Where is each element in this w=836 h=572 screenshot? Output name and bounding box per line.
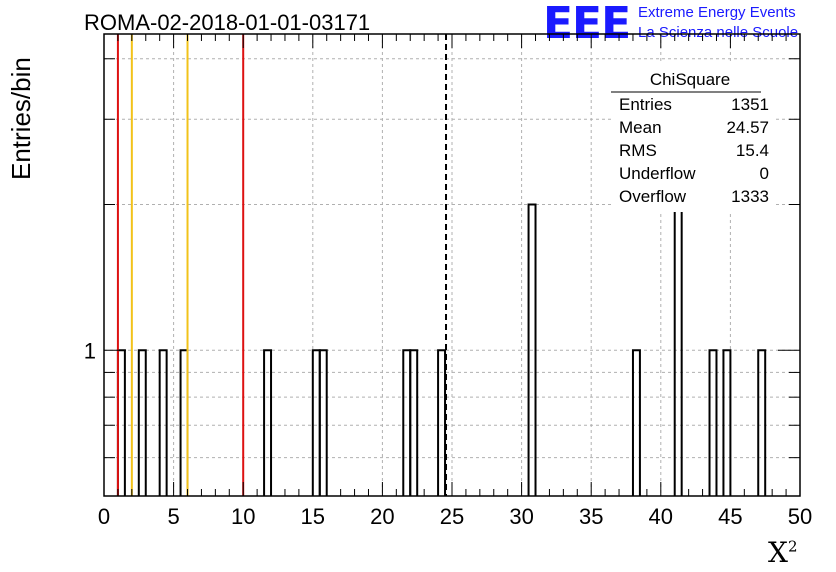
x-tick-label: 20 (370, 504, 394, 529)
histogram-bin (437, 349, 447, 496)
stats-value: 1333 (731, 187, 769, 206)
histogram-bin (527, 203, 537, 496)
x-tick-label: 0 (98, 504, 110, 529)
stats-value: 15.4 (736, 141, 769, 160)
chart-title: ROMA-02-2018-01-01-03171 (84, 10, 371, 35)
stats-value: 24.57 (726, 118, 769, 137)
histogram-bin (631, 349, 641, 496)
stats-name: ChiSquare (650, 70, 730, 89)
x-tick-label: 30 (509, 504, 533, 529)
x-tick-label: 50 (788, 504, 812, 529)
x-axis-label: X2 (768, 536, 798, 569)
logo-mark: EEE (543, 0, 631, 49)
x-tick-label: 15 (301, 504, 325, 529)
logo-line-1: Extreme Energy Events (638, 4, 796, 21)
x-tick-label: 25 (440, 504, 464, 529)
histogram-bin (708, 349, 718, 496)
histogram-bin (318, 349, 328, 496)
y-tick-label: 1 (84, 338, 96, 363)
x-tick-label: 35 (579, 504, 603, 529)
stats-label: RMS (619, 141, 657, 160)
stats-label: Mean (619, 118, 662, 137)
stats-box (611, 62, 773, 212)
stats-value: 1351 (731, 95, 769, 114)
histogram-bin (722, 349, 732, 496)
histogram-bin (757, 349, 767, 496)
stats-value: 0 (760, 164, 769, 183)
stats-label: Underflow (619, 164, 696, 183)
x-tick-label: 45 (718, 504, 742, 529)
x-tick-label: 5 (167, 504, 179, 529)
histogram-bin (158, 349, 168, 496)
x-tick-label: 10 (231, 504, 255, 529)
x-tick-label: 40 (649, 504, 673, 529)
histogram-bin (263, 349, 273, 496)
histogram-bin (137, 349, 147, 496)
stats-label: Overflow (619, 187, 687, 206)
stats-label: Entries (619, 95, 672, 114)
histogram-bin (409, 349, 419, 496)
